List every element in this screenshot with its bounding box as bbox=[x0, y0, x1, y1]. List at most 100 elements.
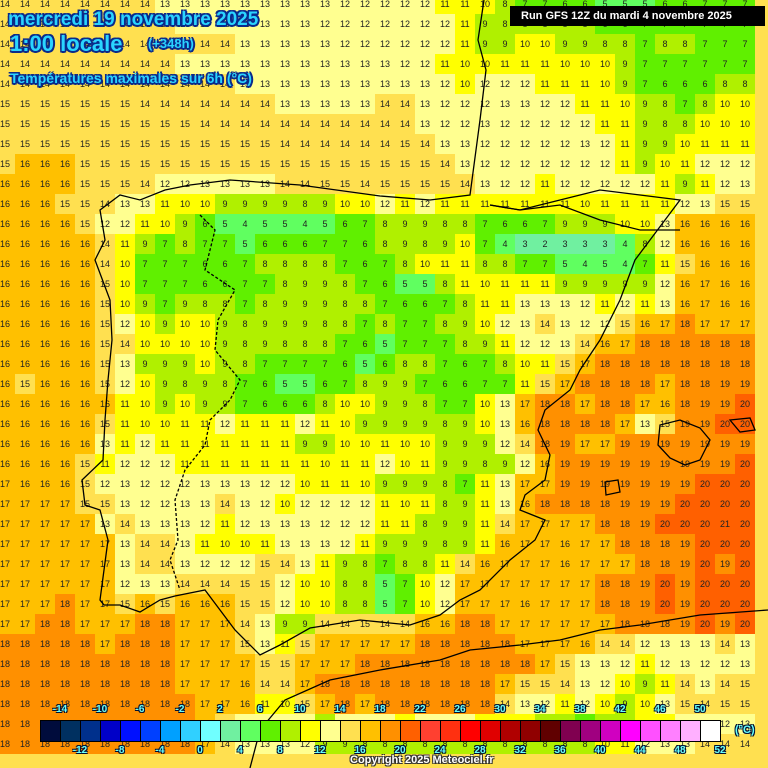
grid-value: 11 bbox=[620, 199, 630, 209]
grid-value: 14 bbox=[379, 139, 390, 149]
grid-value: 13 bbox=[219, 179, 230, 189]
grid-value: 20 bbox=[719, 479, 730, 489]
grid-value: 11 bbox=[340, 459, 350, 469]
grid-value: 12 bbox=[499, 139, 510, 149]
grid-cell bbox=[55, 94, 75, 114]
grid-value: 17 bbox=[59, 539, 70, 549]
grid-cell bbox=[715, 174, 735, 194]
grid-value: 15 bbox=[79, 499, 90, 509]
legend-label-top: 46 bbox=[654, 704, 666, 715]
grid-value: 8 bbox=[342, 299, 348, 309]
grid-value: 16 bbox=[79, 419, 90, 429]
grid-value: 10 bbox=[339, 419, 350, 429]
grid-value: 13 bbox=[239, 479, 250, 489]
grid-value: 13 bbox=[459, 159, 470, 169]
grid-value: 10 bbox=[399, 499, 410, 509]
grid-value: 13 bbox=[299, 59, 310, 69]
grid-value: 11 bbox=[480, 539, 490, 549]
grid-value: 18 bbox=[439, 639, 450, 649]
grid-value: 19 bbox=[679, 459, 690, 469]
grid-value: 16 bbox=[239, 699, 250, 709]
grid-value: 18 bbox=[139, 619, 150, 629]
legend-label-top: 42 bbox=[614, 704, 626, 715]
grid-value: 5 bbox=[322, 219, 328, 229]
grid-value: 18 bbox=[439, 699, 450, 709]
grid-value: 14 bbox=[719, 679, 730, 689]
grid-value: 15 bbox=[239, 139, 250, 149]
grid-value: 8 bbox=[702, 99, 708, 109]
grid-value: 13 bbox=[739, 659, 750, 669]
grid-value: 15 bbox=[279, 159, 290, 169]
grid-value: 16 bbox=[679, 239, 690, 249]
grid-value: 15 bbox=[719, 699, 730, 709]
grid-cell bbox=[35, 154, 55, 174]
grid-value: 9 bbox=[622, 79, 628, 89]
grid-value: 9 bbox=[462, 519, 468, 529]
grid-value: 14 bbox=[399, 619, 410, 629]
grid-value: 19 bbox=[659, 479, 670, 489]
grid-value: 12 bbox=[539, 99, 550, 109]
grid-value: 17 bbox=[0, 539, 10, 549]
grid-value: 10 bbox=[119, 279, 130, 289]
grid-value: 10 bbox=[519, 359, 530, 369]
grid-value: 16 bbox=[0, 419, 10, 429]
grid-value: 8 bbox=[342, 279, 348, 289]
legend-label-top: 22 bbox=[414, 704, 426, 715]
grid-value: 10 bbox=[479, 59, 490, 69]
grid-value: 18 bbox=[619, 619, 630, 629]
grid-value: 17 bbox=[239, 659, 250, 669]
grid-cell bbox=[55, 34, 75, 54]
grid-value: 12 bbox=[139, 439, 150, 449]
grid-value: 16 bbox=[39, 379, 50, 389]
grid-value: 15 bbox=[319, 159, 330, 169]
grid-value: 9 bbox=[442, 519, 448, 529]
grid-value: 10 bbox=[159, 419, 170, 429]
grid-value: 13 bbox=[579, 679, 590, 689]
grid-value: 16 bbox=[39, 459, 50, 469]
grid-value: 12 bbox=[319, 519, 330, 529]
grid-value: 17 bbox=[559, 579, 570, 589]
grid-value: 19 bbox=[739, 379, 750, 389]
grid-cell bbox=[35, 234, 55, 254]
grid-value: 18 bbox=[159, 679, 170, 689]
grid-value: 15 bbox=[59, 99, 70, 109]
grid-value: 17 bbox=[0, 579, 10, 589]
grid-value: 13 bbox=[279, 79, 290, 89]
grid-value: 16 bbox=[539, 459, 550, 469]
grid-value: 16 bbox=[19, 439, 30, 449]
grid-value: 14 bbox=[199, 99, 210, 109]
grid-value: 17 bbox=[459, 579, 470, 589]
grid-value: 13 bbox=[239, 499, 250, 509]
grid-value: 12 bbox=[439, 19, 450, 29]
grid-value: 13 bbox=[519, 99, 530, 109]
grid-cell bbox=[735, 194, 755, 214]
grid-value: 13 bbox=[159, 519, 170, 529]
grid-value: 11 bbox=[640, 659, 650, 669]
grid-value: 18 bbox=[19, 639, 30, 649]
grid-value: 14 bbox=[319, 619, 330, 629]
grid-value: 16 bbox=[59, 159, 70, 169]
grid-value: 11 bbox=[440, 199, 450, 209]
grid-value: 7 bbox=[282, 359, 288, 369]
grid-value: 20 bbox=[679, 519, 690, 529]
grid-value: 16 bbox=[59, 399, 70, 409]
grid-value: 8 bbox=[282, 339, 288, 349]
grid-value: 14 bbox=[299, 139, 310, 149]
legend-label-top: 50 bbox=[694, 704, 706, 715]
grid-value: 17 bbox=[179, 659, 190, 669]
grid-value: 8 bbox=[322, 339, 328, 349]
grid-value: 19 bbox=[639, 499, 650, 509]
grid-value: 7 bbox=[482, 239, 488, 249]
grid-value: 18 bbox=[619, 519, 630, 529]
grid-value: 8 bbox=[422, 559, 428, 569]
grid-value: 17 bbox=[99, 539, 110, 549]
grid-value: 9 bbox=[302, 299, 308, 309]
grid-value: 14 bbox=[379, 99, 390, 109]
grid-value: 14 bbox=[59, 39, 70, 49]
grid-value: 12 bbox=[699, 159, 710, 169]
grid-value: 10 bbox=[299, 579, 310, 589]
grid-value: 8 bbox=[422, 239, 428, 249]
grid-value: 11 bbox=[520, 379, 530, 389]
grid-value: 13 bbox=[299, 39, 310, 49]
grid-cell bbox=[715, 154, 735, 174]
